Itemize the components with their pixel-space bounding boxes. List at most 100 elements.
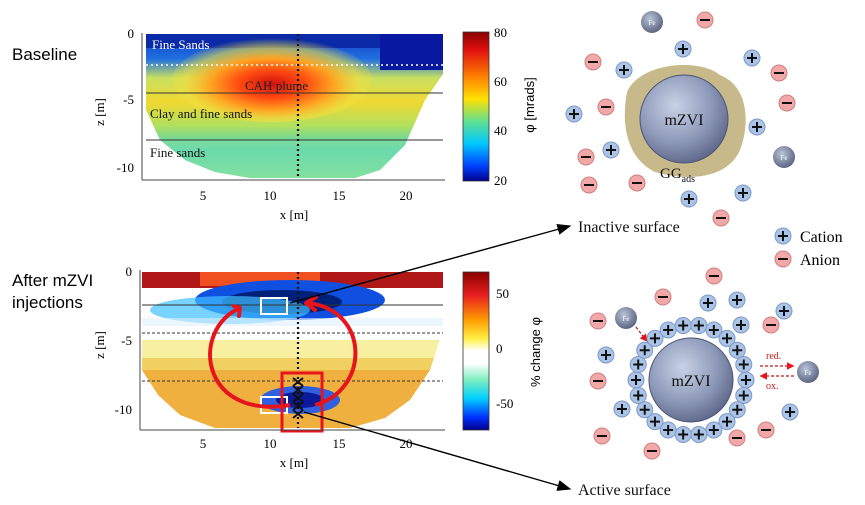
layer-label-cah-plume: CAH plume <box>245 78 308 93</box>
layer-label-clay: Clay and fine sands <box>150 106 252 121</box>
cation-icon <box>728 341 746 359</box>
top-cbtick-3: 20 <box>494 173 507 188</box>
top-xtick-0: 5 <box>200 188 207 203</box>
top-colorbar-label: φ [mrads] <box>522 77 537 132</box>
cation-icon <box>705 421 723 439</box>
cation-icon <box>705 321 723 339</box>
cation-icon <box>565 105 583 123</box>
top-cbtick-2: 40 <box>494 123 507 138</box>
top-cbtick-1: 60 <box>494 74 507 89</box>
anion-icon <box>728 429 746 447</box>
bottom-cbtick-2: -50 <box>496 396 513 411</box>
anion-icon <box>757 421 775 439</box>
cation-icon <box>718 413 736 431</box>
top-ytick-2: -10 <box>117 160 134 175</box>
cation-icon <box>659 421 677 439</box>
bottom-xtick-1: 10 <box>264 436 277 451</box>
cation-icon <box>737 371 755 389</box>
redox-arrows <box>635 326 795 380</box>
bottom-colorbar <box>462 271 490 431</box>
anion-icon <box>589 372 607 390</box>
cation-icon <box>690 317 708 335</box>
cation-icon <box>774 227 792 245</box>
cation-icon <box>690 425 708 443</box>
cation-icon <box>781 403 799 421</box>
bottom-ylabel: z [m] <box>92 331 107 359</box>
bottom-cbtick-1: 0 <box>496 341 503 356</box>
bottom-xtick-3: 20 <box>400 436 413 451</box>
top-xlabel: x [m] <box>280 207 309 222</box>
anion-icon <box>597 98 615 116</box>
gg-label-sub: ads <box>682 174 695 185</box>
top-ytick-1: -5 <box>123 92 134 107</box>
fe-ion-icon <box>797 361 819 383</box>
anion-icon <box>628 174 646 192</box>
active-particle-diagram: mZVI Fe Fe red. ox. Active surface <box>578 267 819 499</box>
cation-icon <box>627 371 645 389</box>
active-ion-cloud <box>589 267 799 460</box>
anion-icon <box>593 427 611 445</box>
cation-icon <box>728 401 746 419</box>
top-colorbar <box>462 31 490 182</box>
cation-icon <box>615 61 633 79</box>
fe-ion-icon <box>641 11 663 33</box>
cation-icon <box>728 291 746 309</box>
anion-icon <box>584 53 602 71</box>
ox-label: ox. <box>766 381 779 392</box>
mzvi-core-inactive <box>639 74 729 164</box>
anion-icon <box>778 94 796 112</box>
bottom-ytick-0: 0 <box>126 264 133 279</box>
after-injection-label-line2: injections <box>12 293 83 312</box>
after-injection-label-line1: After mZVI <box>12 271 94 290</box>
anion-icon <box>580 176 598 194</box>
cation-icon <box>699 294 717 312</box>
cation-icon <box>636 341 654 359</box>
top-cbtick-0: 80 <box>494 25 507 40</box>
post-injection-field <box>142 272 443 428</box>
mzvi-label-inactive: mZVI <box>664 112 703 129</box>
anion-icon <box>770 64 788 82</box>
ion-legend: Cation Anion <box>774 227 843 269</box>
inactive-particle-diagram: mZVI GGads Fe Fe Inactive surface <box>565 11 796 236</box>
anion-icon <box>643 442 661 460</box>
anion-icon <box>705 267 723 285</box>
post-injection-panel: 0 -5 -10 5 10 15 20 x [m] z [m] 50 0 -50… <box>92 264 543 470</box>
cation-icon <box>602 141 620 159</box>
cation-icon <box>680 190 698 208</box>
cation-icon <box>636 401 654 419</box>
cation-icon <box>613 400 631 418</box>
baseline-resistivity-panel: Fine Sands CAH plume Clay and fine sands… <box>92 25 537 222</box>
mzvi-label-active: mZVI <box>671 373 710 390</box>
cation-legend-label: Cation <box>800 229 843 246</box>
anion-icon <box>762 316 780 334</box>
cation-icon <box>629 356 647 374</box>
cation-icon <box>748 118 766 136</box>
cation-icon <box>597 346 615 364</box>
injection-points <box>292 377 304 419</box>
inactive-leader-arrow <box>289 223 572 304</box>
cation-icon <box>775 302 793 320</box>
fe-ion-label: Fe <box>805 369 812 377</box>
fe-ion-label: Fe <box>623 315 630 323</box>
gg-label: GGads <box>660 166 695 185</box>
fe-ion-label: Fe <box>649 19 656 27</box>
shallow-sample-box <box>260 297 288 315</box>
inactive-surface-label: Inactive surface <box>578 219 680 236</box>
cation-icon <box>646 413 664 431</box>
red-label: red. <box>766 351 781 362</box>
layer-label-fine-sands-bottom: Fine sands <box>150 145 205 160</box>
active-leader-arrow <box>303 411 572 491</box>
mzvi-core-active <box>648 337 734 423</box>
top-xtick-3: 20 <box>400 188 413 203</box>
bottom-cbtick-0: 50 <box>496 286 509 301</box>
cation-icon <box>735 356 753 374</box>
cation-icon <box>674 40 692 58</box>
active-surface-label: Active surface <box>578 482 671 499</box>
inactive-ion-cloud <box>565 11 796 227</box>
baseline-label: Baseline <box>12 45 78 64</box>
layer-label-fine-sands-top: Fine Sands <box>152 37 209 52</box>
top-xtick-1: 10 <box>264 188 277 203</box>
fe-ion-label: Fe <box>781 154 788 162</box>
anion-icon <box>654 288 672 306</box>
bottom-ytick-2: -10 <box>115 402 132 417</box>
